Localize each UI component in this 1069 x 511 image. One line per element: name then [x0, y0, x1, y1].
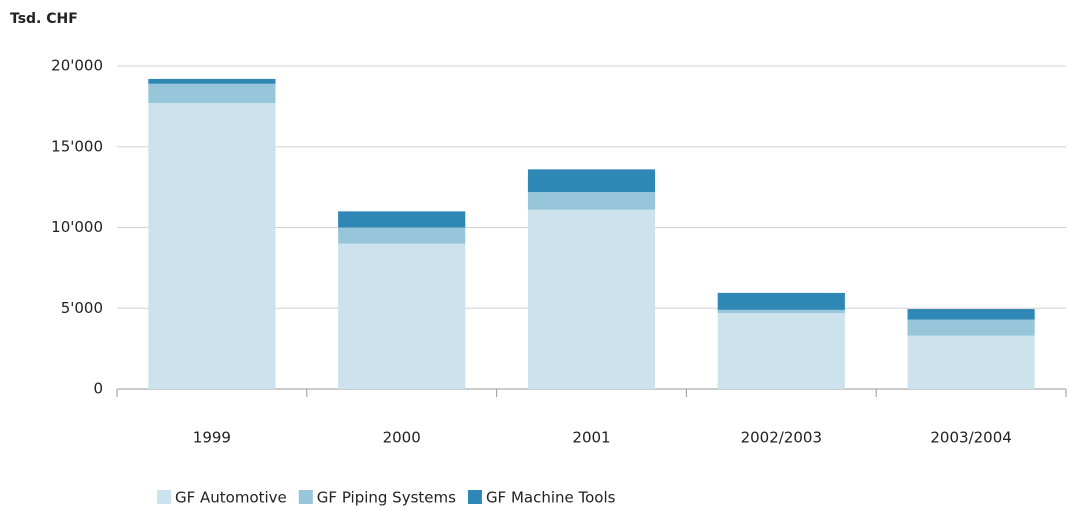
legend-swatch — [298, 490, 313, 504]
y-tick-label: 15'000 — [51, 137, 103, 155]
bar-segment — [527, 209, 656, 389]
bar-segment — [148, 103, 276, 390]
bar-segment — [338, 227, 466, 244]
x-tick-label: 1999 — [193, 429, 231, 447]
bar-segment — [717, 292, 845, 310]
bar-segment — [527, 169, 656, 192]
legend-label: GF Piping Systems — [317, 489, 456, 507]
bar-segment — [717, 309, 845, 314]
chart-title: Tsd. CHF — [10, 11, 78, 27]
y-tick-label: 10'000 — [51, 218, 103, 236]
legend-label: GF Automotive — [175, 489, 287, 507]
bar-segment — [717, 313, 845, 389]
bar-segment — [338, 211, 466, 228]
bar-segment — [338, 243, 466, 389]
x-tick-label: 2001 — [572, 429, 610, 447]
bar-segment — [527, 191, 656, 210]
x-tick-label: 2003/2004 — [930, 429, 1011, 447]
bar-segment — [907, 335, 1035, 389]
y-tick-label: 5'000 — [61, 299, 103, 317]
legend-swatch — [467, 490, 482, 504]
bar-segment — [907, 309, 1035, 320]
x-tick-label: 2002/2003 — [741, 429, 822, 447]
y-tick-label: 0 — [93, 380, 103, 398]
legend-label: GF Machine Tools — [486, 489, 616, 507]
bar-segment — [148, 83, 276, 104]
y-tick-label: 20'000 — [51, 57, 103, 75]
bar-segment — [148, 78, 276, 84]
x-tick-label: 2000 — [383, 429, 421, 447]
bar-segment — [907, 319, 1035, 336]
legend-swatch — [157, 490, 171, 504]
